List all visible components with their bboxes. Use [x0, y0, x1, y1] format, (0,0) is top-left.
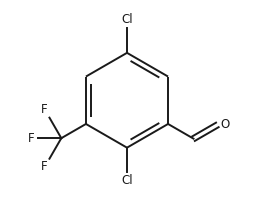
Text: Cl: Cl	[121, 174, 133, 187]
Text: F: F	[41, 160, 47, 173]
Text: F: F	[41, 103, 47, 116]
Text: O: O	[221, 118, 230, 131]
Text: F: F	[28, 132, 35, 145]
Text: Cl: Cl	[121, 13, 133, 26]
